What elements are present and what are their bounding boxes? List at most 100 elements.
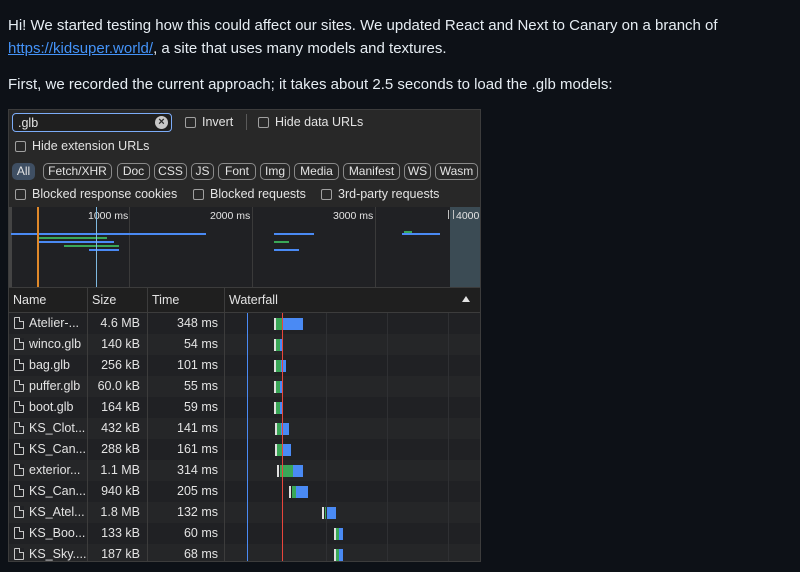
third-party-label: 3rd-party requests [338, 187, 440, 201]
third-party-checkbox[interactable] [321, 189, 332, 200]
file-icon [14, 464, 24, 476]
filter-chip-doc[interactable]: Doc [117, 163, 150, 180]
clear-filter-icon[interactable]: × [155, 116, 168, 129]
table-row[interactable]: KS_Boo... 133 kB 60 ms [9, 523, 480, 544]
waterfall-gridline [448, 313, 449, 561]
row-size: 256 kB [101, 358, 140, 372]
network-panel: .glb × Invert Hide data URLs Hide extens… [8, 109, 481, 562]
waterfall-waiting [277, 423, 281, 435]
table-row[interactable]: bag.glb 256 kB 101 ms [9, 355, 480, 376]
row-time: 55 ms [183, 379, 218, 393]
filter-chip-media[interactable]: Media [294, 163, 339, 180]
file-icon [14, 380, 24, 392]
column-divider [147, 288, 148, 314]
filter-chip-img[interactable]: Img [260, 163, 290, 180]
waterfall-queue [274, 381, 276, 393]
file-icon [14, 317, 24, 329]
waterfall-download [293, 465, 303, 477]
file-icon [14, 527, 24, 539]
table-row[interactable]: KS_Can... 288 kB 161 ms [9, 439, 480, 460]
overview-tick-label: 4000 [456, 210, 480, 222]
filter-chip-all[interactable]: All [12, 163, 35, 180]
intro-second-paragraph: First, we recorded the current approach;… [8, 76, 613, 93]
column-divider [87, 313, 88, 561]
hide-data-urls-checkbox[interactable] [258, 117, 269, 128]
filter-chip-font[interactable]: Font [218, 163, 256, 180]
row-size: 288 kB [101, 442, 140, 456]
waterfall-queue [334, 528, 336, 540]
row-time: 132 ms [177, 505, 218, 519]
overview-activity-bar [402, 233, 440, 235]
filter-chip-ws[interactable]: WS [404, 163, 431, 180]
waterfall-queue [275, 444, 277, 456]
overview-right-handle[interactable]: 4000 [450, 207, 480, 287]
overview-activity-bar [37, 237, 107, 239]
row-size: 1.1 MB [100, 463, 140, 477]
table-row[interactable]: boot.glb 164 kB 59 ms [9, 397, 480, 418]
column-name[interactable]: Name [13, 293, 47, 307]
waterfall-waiting [276, 360, 281, 372]
column-waterfall[interactable]: Waterfall [229, 293, 278, 307]
row-time: 205 ms [177, 484, 218, 498]
table-row[interactable]: puffer.glb 60.0 kB 55 ms [9, 376, 480, 397]
row-size: 140 kB [101, 337, 140, 351]
table-row[interactable]: KS_Clot... 432 kB 141 ms [9, 418, 480, 439]
waterfall-queue [334, 549, 336, 561]
blocked-cookies-checkbox[interactable] [15, 189, 26, 200]
hide-extension-urls-checkbox[interactable] [15, 141, 26, 152]
overview-marker [37, 207, 39, 287]
row-size: 187 kB [101, 547, 140, 561]
row-size: 133 kB [101, 526, 140, 540]
waterfall-download [339, 528, 343, 540]
row-time: 348 ms [177, 316, 218, 330]
file-icon [14, 338, 24, 350]
row-time: 68 ms [183, 547, 218, 561]
table-row[interactable]: KS_Atel... 1.8 MB 132 ms [9, 502, 480, 523]
overview-activity-bar [11, 233, 206, 235]
waterfall-queue [289, 486, 291, 498]
waterfall-queue [277, 465, 279, 477]
row-time: 54 ms [183, 337, 218, 351]
overview-marker [96, 207, 97, 287]
overview-tick-label: 1000 ms [88, 210, 129, 222]
blocked-cookies-label: Blocked response cookies [32, 187, 178, 201]
filter-chip-manifest[interactable]: Manifest [343, 163, 400, 180]
filter-chip-css[interactable]: CSS [154, 163, 187, 180]
table-row[interactable]: winco.glb 140 kB 54 ms [9, 334, 480, 355]
waterfall-gridline [326, 313, 327, 561]
file-icon [14, 443, 24, 455]
column-size[interactable]: Size [92, 293, 117, 307]
blocked-requests-checkbox[interactable] [193, 189, 204, 200]
row-time: 314 ms [177, 463, 218, 477]
overview-activity-bar [89, 249, 119, 251]
waterfall-download [282, 318, 303, 330]
timeline-overview[interactable]: 1000 ms 2000 ms 3000 ms 4000 [9, 207, 480, 287]
table-row[interactable]: exterior... 1.1 MB 314 ms [9, 460, 480, 481]
table-row[interactable]: Atelier-... 4.6 MB 348 ms [9, 313, 480, 334]
waterfall-download [283, 444, 291, 456]
waterfall-queue [322, 507, 324, 519]
table-row[interactable]: KS_Sky.... 187 kB 68 ms [9, 544, 480, 561]
table-row[interactable]: KS_Can... 940 kB 205 ms [9, 481, 480, 502]
filter-chip-js[interactable]: JS [191, 163, 214, 180]
hide-extension-urls-label: Hide extension URLs [32, 139, 150, 153]
row-time: 141 ms [177, 421, 218, 435]
filter-chip-fetch-xhr[interactable]: Fetch/XHR [43, 163, 112, 180]
sort-ascending-icon[interactable] [462, 296, 470, 302]
toolbar-divider [246, 114, 247, 130]
waterfall-download [296, 486, 308, 498]
file-icon [14, 422, 24, 434]
row-time: 101 ms [177, 358, 218, 372]
waterfall-waiting [336, 549, 339, 561]
kidsuper-link[interactable]: https://kidsuper.world/ [8, 40, 154, 57]
invert-checkbox[interactable] [185, 117, 196, 128]
filter-input[interactable]: .glb × [12, 113, 172, 132]
grip-icon[interactable] [448, 210, 454, 219]
overview-left-handle[interactable] [9, 207, 12, 287]
waterfall-download [280, 381, 283, 393]
filter-chip-wasm[interactable]: Wasm [435, 163, 478, 180]
row-name: KS_Clot... [29, 421, 86, 435]
waterfall-waiting [277, 444, 283, 456]
request-table-header: Name Size Time Waterfall [9, 287, 480, 314]
column-time[interactable]: Time [152, 293, 180, 307]
